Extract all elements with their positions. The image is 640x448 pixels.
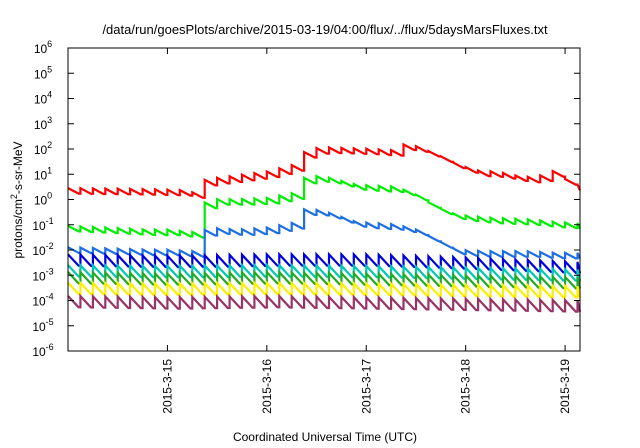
chart-title: /data/run/goesPlots/archive/2015-03-19/0… <box>102 22 548 37</box>
y-tick-label: 10-4 <box>32 292 53 309</box>
y-axis-label-sup: 2 <box>9 194 19 199</box>
y-tick-base: 10 <box>32 295 46 309</box>
series-line-2 <box>67 174 582 239</box>
y-tick-label: 101 <box>34 165 52 182</box>
y-tick-exp: -3 <box>46 266 54 276</box>
y-tick-exp: 4 <box>47 90 52 100</box>
y-tick-label: 106 <box>34 39 52 56</box>
y-tick-base: 10 <box>34 194 48 208</box>
x-tick-label: 2015-3-16 <box>260 359 274 414</box>
y-tick-exp: 3 <box>47 115 52 125</box>
y-axis: 10-610-510-410-310-210-11001011021031041… <box>32 39 580 359</box>
y-tick-base: 10 <box>34 118 48 132</box>
y-tick-label: 10-3 <box>32 266 53 283</box>
y-tick-base: 10 <box>32 244 46 258</box>
series-line-3 <box>67 207 582 260</box>
series-line-8 <box>67 293 582 313</box>
y-tick-exp: 1 <box>47 165 52 175</box>
y-tick-exp: 2 <box>47 140 52 150</box>
y-tick-label: 10-5 <box>32 317 53 334</box>
y-tick-label: 103 <box>34 115 52 132</box>
y-tick-base: 10 <box>34 143 48 157</box>
y-tick-exp: 5 <box>47 64 52 74</box>
y-tick-label: 10-1 <box>32 216 53 233</box>
x-tick-label: 2015-3-17 <box>359 359 373 414</box>
series-group <box>67 142 582 313</box>
x-tick-label: 2015-3-18 <box>459 359 473 414</box>
y-tick-base: 10 <box>32 345 46 359</box>
y-tick-base: 10 <box>32 219 46 233</box>
x-axis-label: Coordinated Universal Time (UTC) <box>233 430 417 444</box>
y-tick-label: 100 <box>34 191 52 208</box>
y-tick-exp: -1 <box>46 216 54 226</box>
series-line-7 <box>67 280 582 299</box>
y-tick-exp: 6 <box>47 39 52 49</box>
x-axis: 2015-3-15 2015-3-16 2015-3-17 2015-3-18 2015… <box>160 48 572 414</box>
y-tick-base: 10 <box>34 168 48 182</box>
y-tick-label: 104 <box>34 90 52 107</box>
y-tick-label: 102 <box>34 140 52 157</box>
y-tick-label: 10-2 <box>32 241 53 258</box>
y-tick-exp: -2 <box>46 241 54 251</box>
y-axis-label-rest: -s-sr-MeV <box>11 141 25 194</box>
y-tick-exp: 0 <box>47 191 52 201</box>
series-line-1 <box>67 142 582 199</box>
y-tick-exp: -5 <box>46 317 54 327</box>
y-tick-base: 10 <box>34 67 48 81</box>
y-tick-base: 10 <box>32 320 46 334</box>
y-tick-exp: -6 <box>46 342 54 352</box>
x-tick-label: 2015-3-15 <box>160 359 174 414</box>
y-tick-label: 10-6 <box>32 342 53 359</box>
y-tick-base: 10 <box>32 269 46 283</box>
y-axis-label: protons/cm2-s-sr-MeV <box>9 141 25 258</box>
y-axis-label-main: protons/cm <box>11 199 25 258</box>
y-tick-base: 10 <box>34 42 48 56</box>
y-tick-base: 10 <box>34 93 48 107</box>
y-tick-label: 105 <box>34 64 52 81</box>
x-tick-label: 2015-3-19 <box>558 359 572 414</box>
y-tick-exp: -4 <box>46 292 54 302</box>
